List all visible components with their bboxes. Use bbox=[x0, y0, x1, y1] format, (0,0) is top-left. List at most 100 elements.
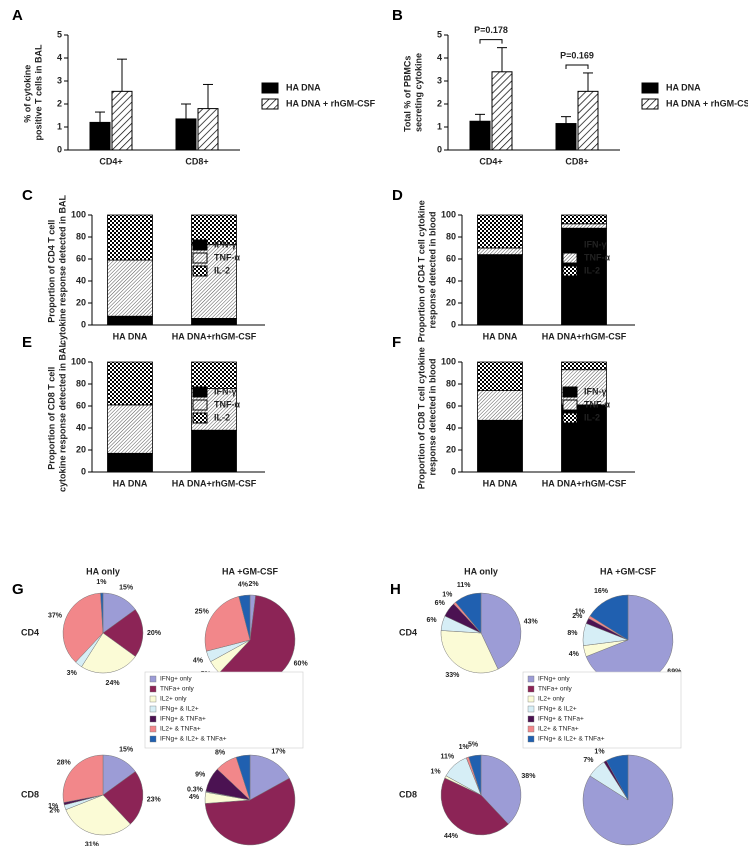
bar-segment bbox=[478, 420, 523, 472]
bar bbox=[176, 119, 196, 150]
slice-label: 4% bbox=[238, 581, 249, 588]
bar-segment bbox=[562, 215, 607, 224]
slice-label: 31% bbox=[85, 842, 100, 846]
legend-label: IFN-γ bbox=[584, 386, 607, 396]
legend-label: IFN-γ bbox=[214, 239, 237, 249]
y-tick-label: 20 bbox=[446, 297, 456, 307]
legend-swatch bbox=[193, 400, 207, 410]
y-tick-label: 60 bbox=[446, 253, 456, 263]
bar-segment bbox=[562, 224, 607, 228]
bar-segment bbox=[478, 215, 523, 248]
row-label: CD4 bbox=[399, 627, 417, 637]
legend-swatch bbox=[193, 387, 207, 397]
bar-segment bbox=[192, 362, 237, 388]
y-tick-label: 3 bbox=[437, 75, 442, 85]
slice-label: 6% bbox=[435, 600, 446, 607]
significance-bracket bbox=[566, 65, 588, 69]
legend-label: HA DNA bbox=[286, 82, 321, 92]
slice-label: 11% bbox=[440, 754, 454, 761]
legend-label: IL2+ only bbox=[160, 696, 187, 703]
slice-label: 1% bbox=[442, 592, 453, 599]
bar bbox=[492, 72, 512, 150]
legend-label: HA DNA + rhGM-CSF bbox=[286, 98, 376, 108]
legend-swatch bbox=[193, 266, 207, 276]
legend-swatch bbox=[150, 676, 156, 682]
slice-label: 15% bbox=[119, 584, 134, 591]
legend-label: IL2+ only bbox=[538, 696, 565, 703]
slice-label: 11% bbox=[457, 582, 471, 589]
slice-label: 28% bbox=[57, 759, 72, 766]
x-tick-label: HA DNA bbox=[483, 331, 518, 341]
legend-label: IFNg+ only bbox=[538, 676, 570, 683]
column-title: HA only bbox=[86, 566, 120, 576]
y-tick-label: 2 bbox=[437, 98, 442, 108]
slice-label: 1% bbox=[594, 749, 605, 756]
legend-label: TNF-α bbox=[584, 399, 610, 409]
x-tick-label: HA DNA bbox=[113, 478, 148, 488]
bar bbox=[112, 91, 132, 150]
column-title: HA +GM-CSF bbox=[222, 566, 278, 576]
legend-swatch bbox=[150, 726, 156, 732]
legend-swatch bbox=[528, 686, 534, 692]
legend-label: IL2+ & TNFa+ bbox=[538, 726, 579, 733]
x-tick-label: CD8+ bbox=[185, 156, 208, 166]
y-tick-label: 0 bbox=[81, 319, 86, 329]
bar bbox=[556, 124, 576, 150]
slice-label: 2% bbox=[248, 581, 259, 588]
y-tick-label: 2 bbox=[57, 98, 62, 108]
bar-segment bbox=[192, 430, 237, 472]
slice-label: 4% bbox=[193, 657, 204, 664]
p-value: P=0.178 bbox=[474, 25, 508, 35]
y-tick-label: 20 bbox=[76, 297, 86, 307]
y-tick-label: 0 bbox=[57, 144, 62, 154]
legend-swatch bbox=[150, 736, 156, 742]
y-tick-label: 100 bbox=[71, 356, 86, 366]
x-tick-label: HA DNA bbox=[483, 478, 518, 488]
legend-label: TNFa+ only bbox=[538, 686, 573, 693]
slice-label: 1% bbox=[430, 769, 441, 776]
y-tick-label: 1 bbox=[57, 121, 62, 131]
legend-label: IFN-γ bbox=[214, 386, 237, 396]
slice-label: 15% bbox=[119, 746, 134, 753]
legend-label: TNF-α bbox=[584, 252, 610, 262]
slice-label: 44% bbox=[444, 833, 459, 840]
bar-segment bbox=[192, 318, 237, 325]
bar-segment bbox=[108, 260, 153, 316]
slice-label: 38% bbox=[521, 773, 536, 780]
p-value: P=0.169 bbox=[560, 50, 594, 60]
slice-label: 23% bbox=[147, 797, 162, 804]
column-title: HA +GM-CSF bbox=[600, 566, 656, 576]
panel-letter: E bbox=[22, 334, 32, 351]
legend-label: IFNg+ & TNFa+ bbox=[538, 716, 584, 723]
slice-label: 5% bbox=[468, 741, 479, 748]
legend-swatch bbox=[262, 99, 278, 109]
y-tick-label: 100 bbox=[441, 209, 456, 219]
y-tick-label: 40 bbox=[76, 422, 86, 432]
legend-label: TNF-α bbox=[214, 399, 240, 409]
legend-label: HA DNA bbox=[666, 82, 701, 92]
slice-label: 60% bbox=[294, 661, 309, 668]
legend-swatch bbox=[563, 253, 577, 263]
legend-label: IL-2 bbox=[214, 412, 230, 422]
slice-label: 17% bbox=[271, 749, 286, 756]
bar-segment bbox=[108, 362, 153, 405]
slice-label: 37% bbox=[48, 613, 63, 620]
y-tick-label: 60 bbox=[446, 400, 456, 410]
y-axis-label: Total % of PBMCs secreting cytokine bbox=[403, 53, 424, 132]
x-tick-label: HA DNA+rhGM-CSF bbox=[542, 331, 627, 341]
y-axis-label: % of cytokine positive T cells in BAL bbox=[23, 44, 44, 141]
y-tick-label: 4 bbox=[57, 52, 62, 62]
slice-label: 8% bbox=[567, 630, 578, 637]
bar-segment bbox=[478, 391, 523, 421]
legend-swatch bbox=[150, 696, 156, 702]
y-tick-label: 40 bbox=[76, 275, 86, 285]
legend-label: TNF-α bbox=[214, 252, 240, 262]
bar-segment bbox=[478, 248, 523, 255]
bar-segment bbox=[108, 215, 153, 260]
legend-swatch bbox=[150, 706, 156, 712]
